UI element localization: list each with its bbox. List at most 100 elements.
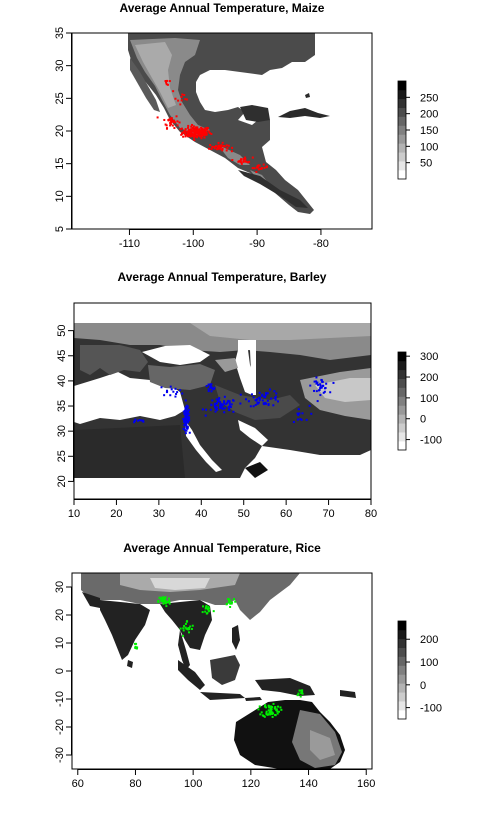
occurrence-point xyxy=(218,397,221,400)
occurrence-point xyxy=(202,131,205,134)
occurrence-point xyxy=(265,392,268,395)
occurrence-point xyxy=(242,159,245,162)
legend-tick-label: 200 xyxy=(420,372,438,384)
occurrence-point xyxy=(297,692,300,695)
occurrence-point xyxy=(185,415,188,418)
occurrence-point xyxy=(169,119,172,122)
occurrence-point xyxy=(329,391,332,394)
occurrence-point xyxy=(226,602,229,605)
occurrence-point xyxy=(296,418,299,421)
occurrence-point xyxy=(185,98,188,101)
occurrence-point xyxy=(275,392,278,395)
occurrence-point xyxy=(254,399,257,402)
legend-color-band xyxy=(398,170,406,180)
occurrence-point xyxy=(185,429,188,432)
occurrence-point xyxy=(301,690,304,693)
occurrence-point xyxy=(170,388,173,391)
occurrence-point xyxy=(204,607,207,610)
occurrence-point xyxy=(191,624,194,627)
y-tick-label: -10 xyxy=(54,691,66,707)
occurrence-point xyxy=(217,144,220,147)
occurrence-point xyxy=(182,135,185,138)
occurrence-point xyxy=(244,160,247,163)
rice-axes: 60 80 100 120 140 160 -30 -20 -10 0 10 20 30 xyxy=(54,581,376,790)
occurrence-point xyxy=(158,596,161,599)
occurrence-point xyxy=(174,97,177,100)
occurrence-point xyxy=(256,165,259,168)
legend-color-band xyxy=(398,638,406,649)
occurrence-point xyxy=(262,163,265,166)
occurrence-point xyxy=(217,147,220,150)
occurrence-point xyxy=(252,396,255,399)
occurrence-point xyxy=(216,400,219,403)
y-tick-label: 5 xyxy=(54,226,66,232)
occurrence-point xyxy=(323,390,326,393)
x-tick-label: 120 xyxy=(242,778,260,790)
occurrence-point xyxy=(274,398,277,401)
occurrence-point xyxy=(320,379,323,382)
occurrence-point xyxy=(185,133,188,136)
occurrence-point xyxy=(160,386,163,389)
occurrence-point xyxy=(182,634,185,637)
occurrence-point xyxy=(219,146,222,149)
occurrence-point xyxy=(246,161,249,164)
occurrence-point xyxy=(319,383,322,386)
occurrence-point xyxy=(172,90,175,93)
occurrence-point xyxy=(210,132,213,135)
occurrence-point xyxy=(239,160,242,163)
occurrence-point xyxy=(270,397,273,400)
occurrence-point xyxy=(256,401,259,404)
occurrence-point xyxy=(180,127,183,130)
occurrence-point xyxy=(309,384,312,387)
occurrence-point xyxy=(317,383,320,386)
occurrence-point xyxy=(135,647,138,650)
occurrence-point xyxy=(305,418,308,421)
occurrence-point xyxy=(214,145,217,148)
occurrence-point xyxy=(163,600,166,603)
occurrence-point xyxy=(210,390,213,393)
occurrence-point xyxy=(264,393,267,396)
occurrence-point xyxy=(301,689,304,692)
occurrence-point xyxy=(211,388,214,391)
occurrence-point xyxy=(227,144,230,147)
occurrence-point xyxy=(204,610,207,613)
occurrence-point xyxy=(176,120,179,123)
occurrence-point xyxy=(203,136,206,139)
occurrence-point xyxy=(254,403,257,406)
occurrence-point xyxy=(212,610,215,613)
occurrence-point xyxy=(299,695,302,698)
rice-title: Average Annual Temperature, Rice xyxy=(123,541,321,555)
occurrence-point xyxy=(168,601,171,604)
occurrence-point xyxy=(164,79,167,82)
occurrence-point xyxy=(200,129,203,132)
occurrence-point xyxy=(242,157,245,160)
occurrence-point xyxy=(167,597,170,600)
occurrence-point xyxy=(198,133,201,136)
occurrence-point xyxy=(162,597,165,600)
x-tick-label: -110 xyxy=(119,238,140,250)
occurrence-point xyxy=(322,391,325,394)
occurrence-point xyxy=(211,145,214,148)
occurrence-point xyxy=(190,128,193,131)
occurrence-point xyxy=(182,427,185,430)
occurrence-point xyxy=(196,130,199,133)
legend-frame xyxy=(397,620,407,720)
occurrence-point xyxy=(204,127,207,130)
occurrence-point xyxy=(209,408,212,411)
occurrence-point xyxy=(240,162,243,165)
occurrence-point xyxy=(205,133,208,136)
occurrence-point xyxy=(214,410,217,413)
y-tick-label: 30 xyxy=(56,425,68,437)
legend-color-band xyxy=(398,692,406,702)
occurrence-point xyxy=(179,627,182,630)
rice-points xyxy=(134,596,304,718)
occurrence-point xyxy=(209,383,212,386)
occurrence-point xyxy=(315,382,318,385)
occurrence-point xyxy=(178,121,181,124)
occurrence-point xyxy=(269,710,272,713)
occurrence-point xyxy=(249,405,252,408)
barley-axes: 10 20 30 40 50 60 70 80 20 25 30 35 40 45 50 xyxy=(56,325,377,520)
y-tick-label: 35 xyxy=(56,400,68,412)
occurrence-point xyxy=(140,419,143,422)
occurrence-point xyxy=(186,425,189,428)
